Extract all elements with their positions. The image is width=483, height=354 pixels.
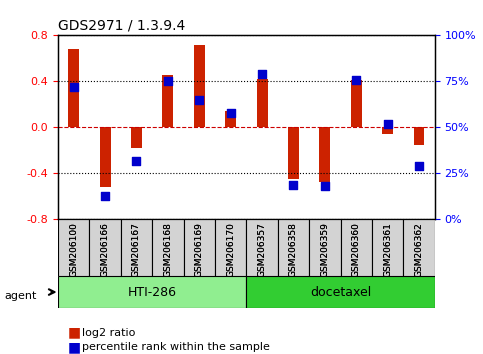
Text: GSM206360: GSM206360 (352, 222, 361, 277)
Text: GSM206169: GSM206169 (195, 222, 204, 277)
Text: percentile rank within the sample: percentile rank within the sample (82, 342, 270, 352)
Point (227, 110, 235, 115)
FancyBboxPatch shape (58, 276, 246, 308)
Bar (288, 127, 299, 179)
FancyBboxPatch shape (246, 276, 435, 308)
Point (321, 183, 328, 189)
Text: GSM206100: GSM206100 (69, 222, 78, 277)
Text: GSM206168: GSM206168 (163, 222, 172, 277)
Bar (351, 80, 362, 127)
Text: GSM206168: GSM206168 (163, 222, 172, 277)
FancyBboxPatch shape (215, 219, 246, 276)
Point (164, 79, 172, 84)
Text: GSM206361: GSM206361 (383, 222, 392, 277)
Text: GSM206361: GSM206361 (383, 222, 392, 277)
Bar (413, 127, 425, 145)
Text: GSM206358: GSM206358 (289, 222, 298, 277)
Text: agent: agent (5, 291, 37, 301)
Bar (68, 49, 79, 127)
Bar (319, 127, 330, 182)
Text: GSM206166: GSM206166 (100, 222, 110, 277)
Text: GSM206169: GSM206169 (195, 222, 204, 277)
FancyBboxPatch shape (278, 219, 309, 276)
Bar (99, 127, 111, 187)
Text: GSM206362: GSM206362 (414, 222, 424, 277)
Text: GSM206360: GSM206360 (352, 222, 361, 277)
Point (258, 71, 266, 77)
Text: GSM206359: GSM206359 (320, 222, 329, 277)
FancyBboxPatch shape (246, 219, 278, 276)
FancyBboxPatch shape (372, 219, 403, 276)
FancyBboxPatch shape (184, 219, 215, 276)
Text: GSM206166: GSM206166 (100, 222, 110, 277)
Bar (382, 127, 393, 134)
Point (384, 121, 392, 127)
Bar (194, 45, 205, 127)
Text: GSM206359: GSM206359 (320, 222, 329, 277)
Text: GSM206357: GSM206357 (257, 222, 267, 277)
Point (415, 163, 423, 169)
Text: GSM206358: GSM206358 (289, 222, 298, 277)
Bar (225, 111, 236, 127)
Point (195, 97, 203, 103)
Text: docetaxel: docetaxel (310, 286, 371, 298)
Point (70, 84, 78, 90)
Point (353, 77, 360, 82)
Bar (256, 79, 268, 127)
Bar (162, 75, 173, 127)
Point (101, 193, 109, 198)
Text: GSM206170: GSM206170 (226, 222, 235, 277)
Text: GSM206170: GSM206170 (226, 222, 235, 277)
FancyBboxPatch shape (58, 219, 89, 276)
Text: GDS2971 / 1.3.9.4: GDS2971 / 1.3.9.4 (58, 19, 185, 33)
Text: GSM206167: GSM206167 (132, 222, 141, 277)
Text: ■: ■ (68, 340, 81, 354)
Point (290, 182, 298, 187)
Text: GSM206100: GSM206100 (69, 222, 78, 277)
FancyBboxPatch shape (341, 219, 372, 276)
FancyBboxPatch shape (152, 219, 184, 276)
FancyBboxPatch shape (403, 219, 435, 276)
Text: HTI-286: HTI-286 (128, 286, 177, 298)
Text: GSM206357: GSM206357 (257, 222, 267, 277)
Point (133, 158, 141, 164)
Bar (131, 127, 142, 148)
FancyBboxPatch shape (89, 219, 121, 276)
Text: GSM206167: GSM206167 (132, 222, 141, 277)
FancyBboxPatch shape (121, 219, 152, 276)
Text: ■: ■ (68, 326, 81, 340)
Text: log2 ratio: log2 ratio (82, 328, 136, 338)
FancyBboxPatch shape (309, 219, 341, 276)
Text: GSM206362: GSM206362 (414, 222, 424, 277)
